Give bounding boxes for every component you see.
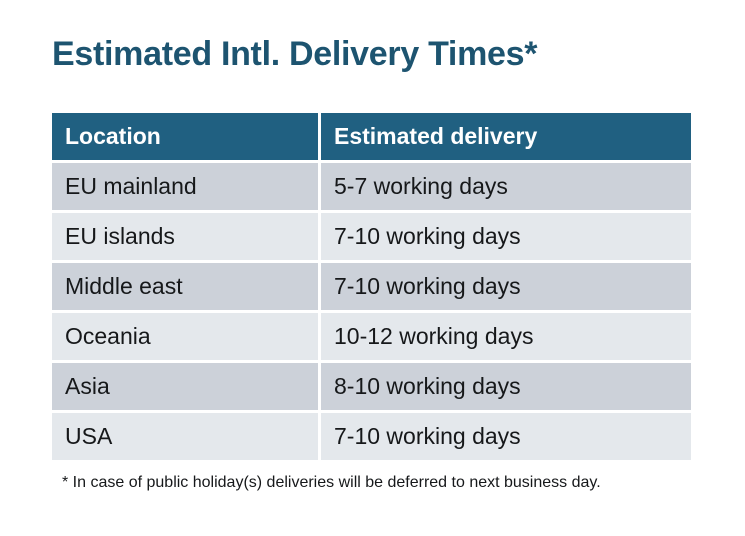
cell-location: EU mainland — [52, 163, 318, 210]
cell-location: EU islands — [52, 213, 318, 260]
page-title: Estimated Intl. Delivery Times* — [52, 35, 538, 73]
delivery-times-table: Location Estimated delivery EU mainland … — [52, 113, 691, 460]
cell-delivery: 10-12 working days — [321, 313, 691, 360]
cell-delivery: 7-10 working days — [321, 263, 691, 310]
cell-delivery: 5-7 working days — [321, 163, 691, 210]
column-header-estimated-delivery: Estimated delivery — [321, 113, 691, 160]
table-row: EU mainland 5-7 working days — [52, 163, 691, 210]
table-row: Oceania 10-12 working days — [52, 313, 691, 360]
footnote-text: * In case of public holiday(s) deliverie… — [62, 474, 601, 491]
cell-delivery: 7-10 working days — [321, 413, 691, 460]
cell-location: USA — [52, 413, 318, 460]
table-row: EU islands 7-10 working days — [52, 213, 691, 260]
cell-location: Oceania — [52, 313, 318, 360]
column-header-location: Location — [52, 113, 318, 160]
table-row: USA 7-10 working days — [52, 413, 691, 460]
table-header-row: Location Estimated delivery — [52, 113, 691, 160]
table-row: Asia 8-10 working days — [52, 363, 691, 410]
cell-delivery: 7-10 working days — [321, 213, 691, 260]
cell-location: Middle east — [52, 263, 318, 310]
cell-delivery: 8-10 working days — [321, 363, 691, 410]
table-row: Middle east 7-10 working days — [52, 263, 691, 310]
cell-location: Asia — [52, 363, 318, 410]
